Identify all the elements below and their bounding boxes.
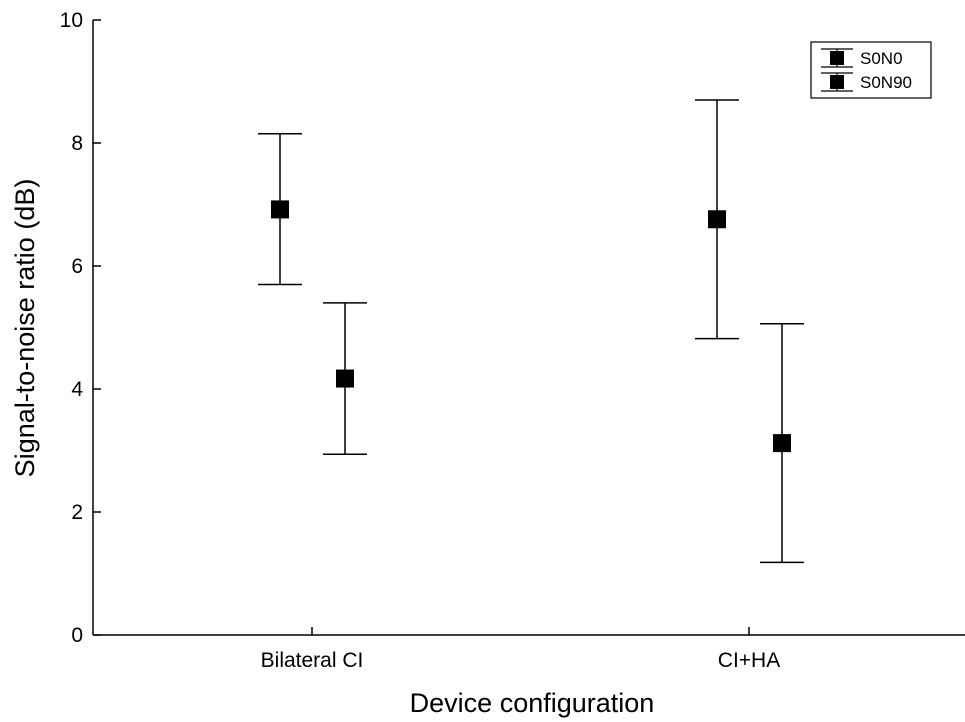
mean-marker bbox=[773, 434, 791, 453]
y-tick-label: 2 bbox=[71, 501, 83, 524]
y-tick-label: 4 bbox=[71, 378, 83, 401]
legend-marker bbox=[830, 51, 844, 65]
legend-item-s0n90: S0N90 bbox=[821, 72, 912, 92]
mean-marker bbox=[708, 210, 726, 229]
y-tick-label: 10 bbox=[60, 9, 83, 32]
legend-label-s0n0: S0N0 bbox=[860, 49, 903, 68]
legend-label-s0n90: S0N90 bbox=[860, 73, 912, 92]
y-tick-label: 8 bbox=[71, 132, 83, 155]
y-tick-label: 6 bbox=[71, 255, 83, 278]
mean-marker bbox=[271, 200, 289, 219]
legend-marker bbox=[830, 75, 844, 89]
y-ticks: 0 2 4 6 8 10 bbox=[60, 9, 101, 647]
x-ticks: Bilateral CI CI+HA bbox=[261, 627, 780, 672]
mean-marker bbox=[336, 369, 354, 388]
series-s0n0 bbox=[258, 99, 739, 340]
legend-item-s0n0: S0N0 bbox=[821, 48, 903, 68]
legend: S0N0 S0N90 bbox=[810, 41, 932, 99]
x-tick-label: CI+HA bbox=[718, 649, 780, 672]
y-axis-title: Signal-to-noise ratio (dB) bbox=[10, 179, 40, 478]
series-s0n90 bbox=[323, 302, 804, 564]
y-tick-label: 0 bbox=[71, 624, 83, 647]
plot-area bbox=[92, 20, 965, 636]
x-tick-label: Bilateral CI bbox=[261, 649, 364, 672]
series-layer bbox=[258, 99, 804, 564]
x-axis-title: Device configuration bbox=[410, 688, 655, 718]
